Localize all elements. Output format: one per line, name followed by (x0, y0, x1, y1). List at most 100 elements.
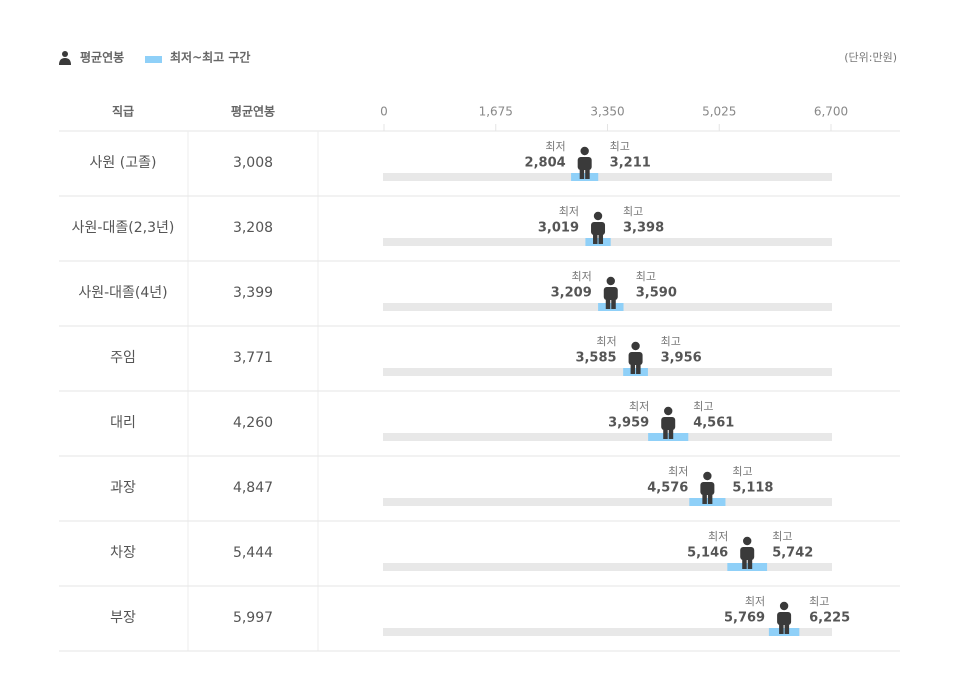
max-caption: 최고 (809, 595, 829, 608)
icon-body (628, 352, 643, 365)
max-value: 3,398 (623, 221, 664, 236)
category-label: 차장 (110, 545, 136, 561)
category-label: 대리 (110, 415, 136, 431)
max-value: 3,590 (636, 286, 677, 301)
min-caption: 최저 (545, 140, 565, 153)
icon-head (743, 536, 752, 546)
min-caption: 최저 (668, 465, 688, 478)
max-caption: 최고 (610, 140, 630, 153)
person-icon (591, 211, 606, 244)
x-tick-label: 6,700 (814, 105, 848, 119)
max-value: 5,742 (772, 546, 813, 561)
icon-head (664, 406, 673, 416)
legend-label: 최저~최고 구간 (170, 50, 250, 65)
min-value: 3,209 (551, 286, 592, 301)
category-label: 사원-대졸(2,3년) (72, 220, 175, 236)
icon-leg (702, 492, 707, 504)
x-tick-label: 1,675 (479, 105, 513, 119)
max-caption: 최고 (623, 205, 643, 218)
min-value: 3,019 (538, 221, 579, 236)
min-value: 5,769 (724, 611, 765, 626)
average-label: 5,997 (233, 610, 273, 626)
icon-leg (707, 492, 713, 504)
track (383, 628, 832, 636)
icon-head (606, 276, 615, 286)
min-value: 3,585 (575, 351, 616, 366)
person-icon (577, 146, 592, 179)
icon-body (700, 482, 715, 495)
person-icon (777, 601, 792, 634)
icon-leg (585, 167, 590, 179)
icon-leg (605, 297, 611, 309)
icon-head (703, 471, 712, 481)
range-bar (727, 563, 768, 571)
range-bar (689, 498, 726, 506)
icon-body (59, 58, 71, 65)
x-tick-label: 0 (380, 105, 388, 119)
icon-leg (784, 622, 790, 634)
category-label: 사원 (고졸) (90, 155, 157, 171)
icon-leg (663, 427, 668, 439)
icon-leg (630, 362, 636, 374)
category-label: 부장 (110, 610, 136, 626)
unit-note: (단위:만원) (844, 51, 897, 64)
min-value: 4,576 (647, 481, 688, 496)
min-caption: 최저 (572, 270, 592, 283)
track (383, 173, 832, 181)
legend-icon (59, 51, 71, 65)
min-caption: 최저 (596, 335, 616, 348)
average-label: 3,771 (233, 350, 273, 366)
icon-leg (779, 622, 784, 634)
icon-leg (598, 232, 604, 244)
average-label: 3,399 (233, 285, 273, 301)
average-label: 4,260 (233, 415, 273, 431)
average-label: 4,847 (233, 480, 273, 496)
track (383, 563, 832, 571)
range-bar (648, 433, 689, 441)
max-value: 6,225 (809, 611, 850, 626)
person-icon (740, 536, 755, 569)
track (383, 368, 832, 376)
person-icon (603, 276, 618, 309)
max-value: 3,211 (610, 156, 651, 171)
person-icon (661, 406, 676, 439)
max-value: 3,956 (661, 351, 702, 366)
min-value: 3,959 (608, 416, 649, 431)
icon-body (661, 417, 676, 430)
icon-body (740, 547, 755, 560)
icon-leg (636, 362, 641, 374)
icon-head (62, 51, 68, 57)
icon-leg (611, 297, 616, 309)
average-label: 3,208 (233, 220, 273, 236)
icon-head (779, 601, 789, 611)
range-bar (571, 173, 599, 181)
average-label: 3,008 (233, 155, 273, 171)
icon-leg (742, 557, 747, 569)
icon-head (631, 341, 640, 351)
track (383, 498, 832, 506)
icon-leg (593, 232, 598, 244)
min-caption: 최저 (708, 530, 728, 543)
icon-head (593, 211, 603, 221)
column-header: 평균연봉 (231, 104, 275, 119)
icon-body (577, 157, 592, 170)
range-bar (598, 303, 624, 311)
x-tick-label: 3,350 (590, 105, 624, 119)
track (383, 433, 832, 441)
category-label: 사원-대졸(4년) (78, 285, 167, 301)
icon-leg (668, 427, 674, 439)
min-caption: 최저 (559, 205, 579, 218)
person-icon (700, 471, 715, 504)
max-caption: 최고 (693, 400, 713, 413)
max-caption: 최고 (661, 335, 681, 348)
legend-swatch (145, 56, 162, 63)
max-caption: 최고 (732, 465, 752, 478)
x-tick-label: 5,025 (702, 105, 736, 119)
category-label: 과장 (110, 480, 136, 496)
legend-label: 평균연봉 (80, 50, 124, 65)
category-label: 주임 (110, 350, 136, 366)
max-caption: 최고 (636, 270, 656, 283)
icon-leg (579, 167, 585, 179)
max-value: 5,118 (732, 481, 773, 496)
